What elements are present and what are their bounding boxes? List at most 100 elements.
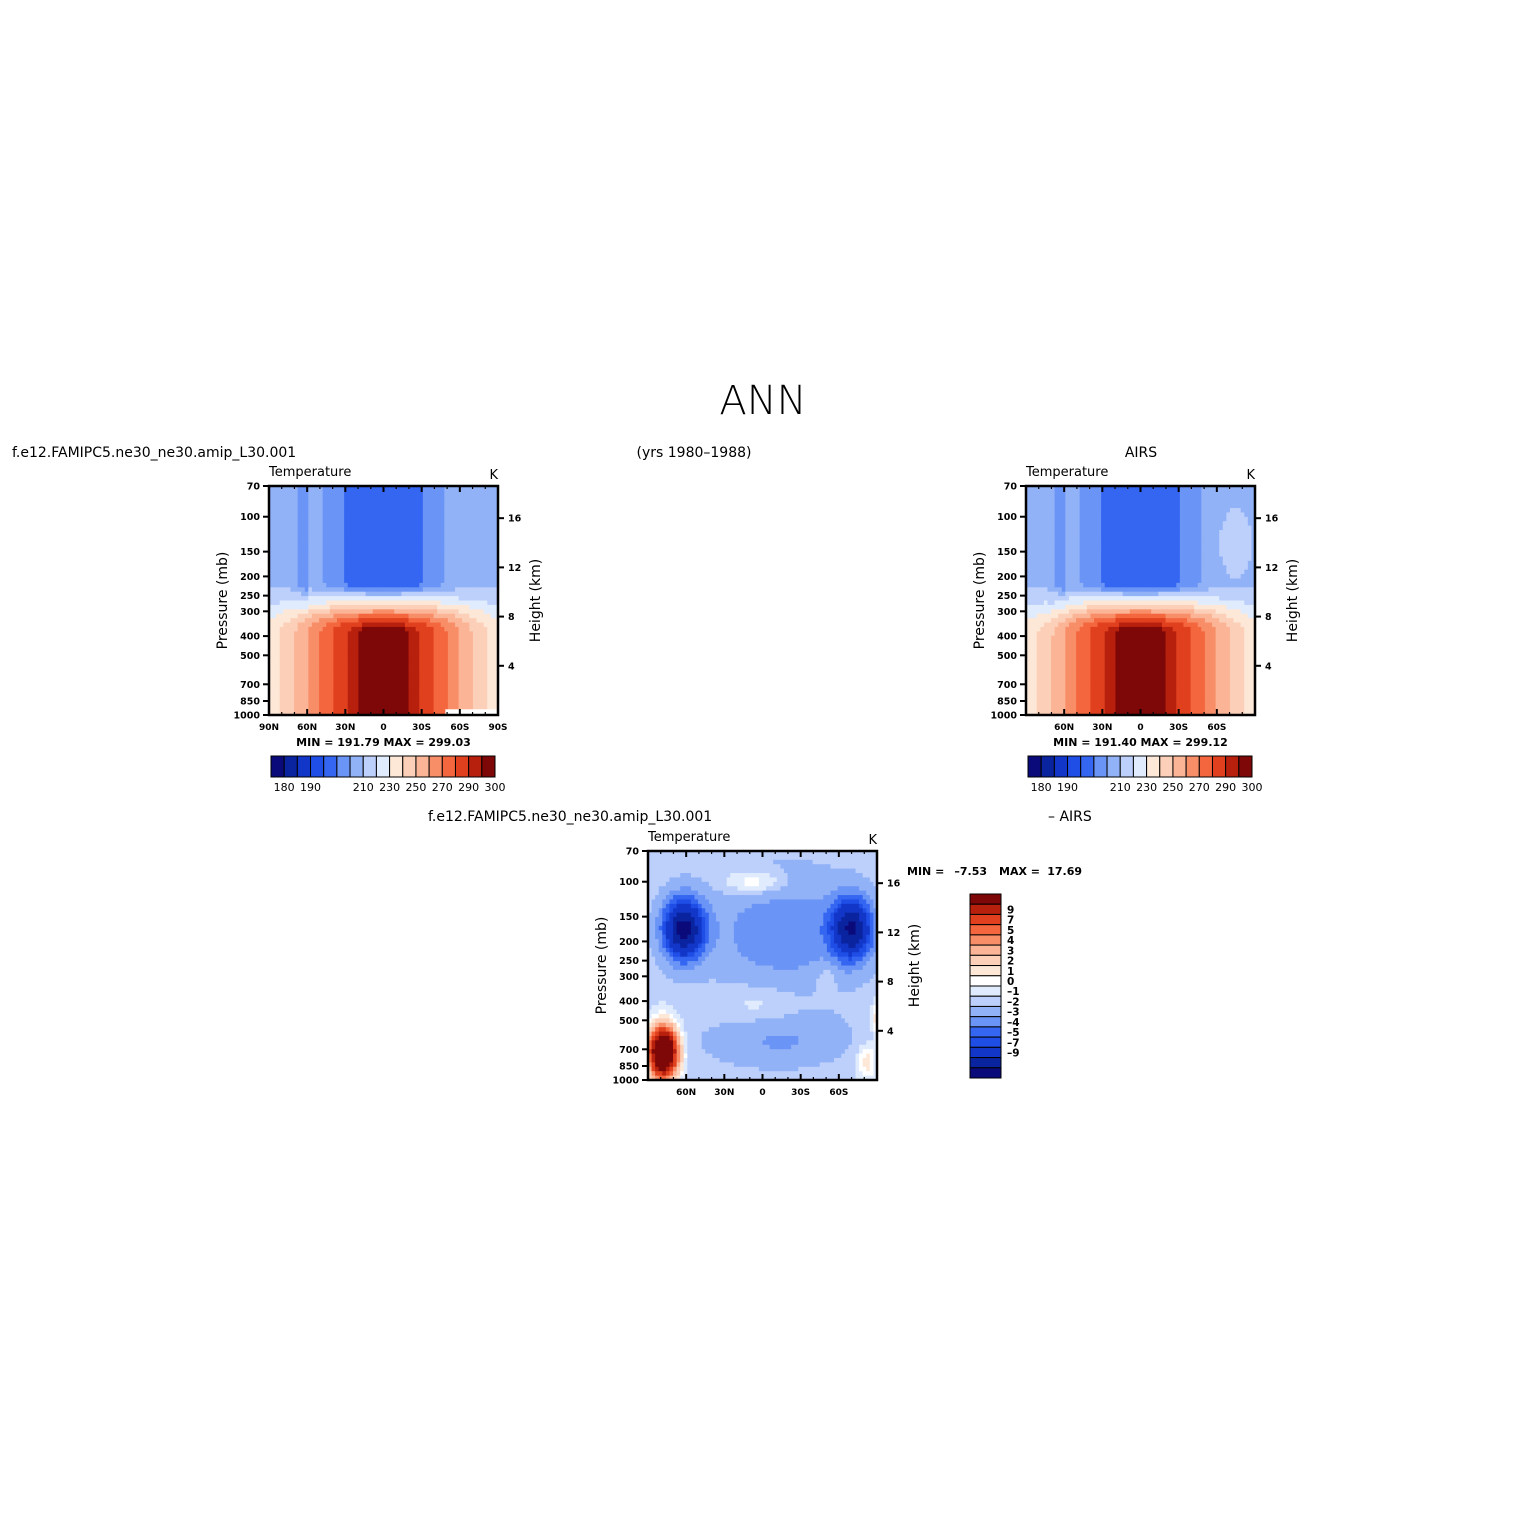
heatmap-cell <box>297 600 302 606</box>
heatmap-cell <box>430 508 435 514</box>
heatmap-cell <box>1029 534 1034 540</box>
heatmap-cell <box>451 534 456 540</box>
heatmap-cell <box>444 600 449 606</box>
heatmap-cell <box>476 662 481 668</box>
heatmap-cell <box>319 648 324 654</box>
heatmap-cell <box>372 662 377 668</box>
pressure-tick-label: 70 <box>247 482 261 493</box>
heatmap-cell <box>430 591 435 597</box>
heatmap-cell <box>1079 640 1084 646</box>
heatmap-cell <box>344 648 349 654</box>
heatmap-cell <box>437 692 442 698</box>
heatmap-cell <box>455 622 460 628</box>
heatmap-cell <box>1051 692 1056 698</box>
heatmap-cell <box>1061 626 1066 632</box>
heatmap-cell <box>455 706 460 712</box>
heatmap-cell <box>1079 596 1084 602</box>
heatmap-cell <box>426 530 431 536</box>
heatmap-cell <box>1026 499 1031 505</box>
heatmap-cell <box>390 494 395 500</box>
heatmap-cell <box>283 521 288 527</box>
heatmap-cell <box>322 609 327 615</box>
heatmap-cell <box>433 574 438 580</box>
heatmap-cell <box>494 530 498 536</box>
heatmap-cell <box>301 565 306 571</box>
obs-heatmap <box>1026 486 1255 715</box>
heatmap-cell <box>1093 503 1099 509</box>
heatmap-cell <box>1043 574 1049 580</box>
heatmap-cell <box>1126 666 1131 672</box>
heatmap-cell <box>1040 582 1045 588</box>
heatmap-cell <box>1051 538 1056 544</box>
heatmap-cell <box>440 609 445 615</box>
heatmap-cell <box>372 692 377 698</box>
heatmap-cell <box>1047 692 1052 698</box>
heatmap-cell <box>347 547 352 553</box>
heatmap-cell <box>433 582 438 588</box>
heatmap-cell <box>426 710 431 715</box>
heatmap-cell <box>1090 569 1095 575</box>
heatmap-cell <box>1051 569 1056 575</box>
heatmap-cell <box>1026 503 1031 509</box>
heatmap-cell <box>1090 512 1095 518</box>
heatmap-cell <box>422 688 428 694</box>
heatmap-cell <box>372 640 377 646</box>
heatmap-cell <box>437 653 442 659</box>
heatmap-cell <box>1043 508 1049 514</box>
heatmap-cell <box>401 626 406 632</box>
heatmap-cell <box>1051 609 1056 615</box>
heatmap-cell <box>469 486 474 491</box>
heatmap-cell <box>376 600 381 606</box>
heatmap-cell <box>1093 648 1099 654</box>
heatmap-cell <box>426 675 431 681</box>
heatmap-cell <box>1115 596 1120 602</box>
heatmap-cell <box>1036 697 1041 703</box>
heatmap-cell <box>333 604 338 610</box>
heatmap-cell <box>401 635 406 641</box>
heatmap-cell <box>311 701 317 707</box>
heatmap-cell <box>480 701 485 707</box>
heatmap-cell <box>1068 560 1074 566</box>
heatmap-cell <box>311 525 317 531</box>
heatmap-cell <box>283 662 288 668</box>
heatmap-cell <box>272 640 277 646</box>
heatmap-cell <box>437 494 442 500</box>
heatmap-cell <box>1101 552 1106 558</box>
heatmap-cell <box>394 609 399 615</box>
heatmap-cell <box>326 679 331 685</box>
heatmap-cell <box>419 525 424 531</box>
heatmap-cell <box>290 578 295 584</box>
heatmap-cell <box>433 600 438 606</box>
heatmap-cell <box>290 679 295 685</box>
heatmap-cell <box>1119 499 1124 505</box>
heatmap-cell <box>1126 622 1131 628</box>
heatmap-cell <box>1076 640 1081 646</box>
heatmap-cell <box>1026 560 1031 566</box>
heatmap-cell <box>433 706 438 712</box>
heatmap-cell <box>1119 569 1124 575</box>
heatmap-cell <box>412 626 417 632</box>
heatmap-cell <box>297 604 302 610</box>
heatmap-cell <box>1029 600 1034 606</box>
heatmap-cell <box>269 486 274 491</box>
heatmap-cell <box>483 609 488 615</box>
heatmap-cell <box>472 688 478 694</box>
heatmap-cell <box>426 538 431 544</box>
heatmap-cell <box>301 578 306 584</box>
heatmap-cell <box>1119 657 1124 663</box>
heatmap-cell <box>1093 521 1099 527</box>
heatmap-cell <box>272 710 277 715</box>
heatmap-cell <box>333 618 338 624</box>
heatmap-cell <box>1119 521 1124 527</box>
heatmap-cell <box>415 613 420 619</box>
heatmap-cell <box>365 640 370 646</box>
heatmap-cell <box>1036 600 1041 606</box>
heatmap-cell <box>462 675 467 681</box>
heatmap-cell <box>308 675 313 681</box>
heatmap-cell <box>344 490 349 496</box>
heatmap-cell <box>311 600 317 606</box>
heatmap-cell <box>1054 640 1059 646</box>
heatmap-cell <box>379 675 385 681</box>
heatmap-cell <box>365 578 370 584</box>
heatmap-cell <box>272 618 277 624</box>
